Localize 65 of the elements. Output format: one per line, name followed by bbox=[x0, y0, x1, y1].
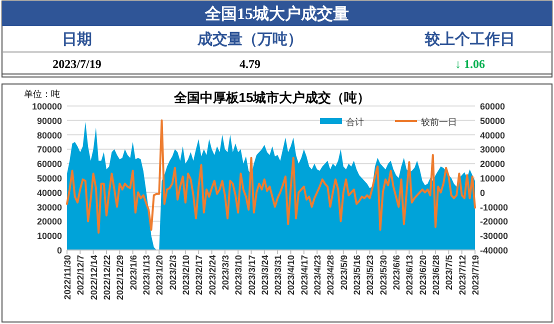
legend-label: 较前一日 bbox=[421, 117, 457, 127]
x-tick-label: 2022/12/22 bbox=[102, 255, 112, 300]
x-tick-label: 2023/7/19 bbox=[470, 255, 480, 296]
x-tick-label: 2023/3/31 bbox=[273, 255, 284, 296]
y-tick-label: 90000 bbox=[36, 116, 62, 126]
text: 日期 bbox=[62, 31, 92, 48]
x-tick-label: 2023/6/20 bbox=[418, 255, 428, 296]
x-tick-label: 2023/3/10 bbox=[234, 255, 244, 296]
text: 较上个工作日 bbox=[424, 31, 515, 48]
x-tick-label: 2023/6/13 bbox=[404, 255, 415, 296]
x-tick-label: 2023/1/6 bbox=[128, 255, 138, 290]
x-tick-label: 2023/1/13 bbox=[141, 255, 152, 296]
text: 4.79 bbox=[240, 57, 260, 71]
y2-tick-label: -20000 bbox=[480, 216, 508, 227]
x-tick-label: 2023/6/6 bbox=[392, 255, 402, 290]
y-tick-label: 60000 bbox=[36, 159, 62, 170]
y2-tick-label: -30000 bbox=[480, 231, 508, 242]
y-tick-label: 0 bbox=[56, 246, 62, 256]
y-tick-label: 70000 bbox=[36, 144, 62, 155]
x-tick-label: 2022/12/14 bbox=[88, 255, 99, 300]
x-tick-label: 2023/4/10 bbox=[286, 255, 296, 296]
y2-tick-label: 40000 bbox=[480, 130, 506, 140]
x-tick-label: 2023/5/23 bbox=[365, 255, 376, 296]
x-tick-label: 2022/11/30 bbox=[62, 255, 72, 300]
x-tick-label: 2023/6/28 bbox=[431, 255, 442, 296]
x-tick-label: 2023/3/3 bbox=[220, 255, 230, 290]
x-tick-label: 2023/4/28 bbox=[326, 255, 336, 296]
x-tick-label: 2023/7/5 bbox=[444, 255, 454, 290]
y2-tick-label: -40000 bbox=[480, 246, 508, 256]
y2-tick-label: -10000 bbox=[480, 202, 508, 212]
legend-label: 合计 bbox=[346, 117, 364, 127]
x-tick-label: 2023/3/24 bbox=[260, 255, 270, 296]
x-tick-label: 2023/2/24 bbox=[207, 255, 218, 296]
y2-tick-label: 0 bbox=[480, 188, 486, 198]
x-tick-label: 2023/1/20 bbox=[154, 255, 165, 296]
y2-tick-label: 50000 bbox=[480, 116, 506, 126]
y2-tick-label: 10000 bbox=[480, 174, 506, 184]
x-tick-label: 2023/3/17 bbox=[246, 255, 257, 296]
text: ↓ 1.06 bbox=[455, 57, 485, 71]
y-tick-label: 50000 bbox=[36, 174, 62, 184]
y-tick-label: 100000 bbox=[32, 102, 62, 112]
x-tick-label: 2023/5/9 bbox=[338, 255, 349, 290]
x-tick-label: 2022/12/7 bbox=[76, 255, 86, 296]
x-tick-label: 2023/4/17 bbox=[299, 255, 310, 296]
text: 2023/7/19 bbox=[52, 57, 102, 71]
x-tick-label: 2023/5/30 bbox=[378, 255, 388, 296]
x-tick-label: 2023/5/16 bbox=[352, 255, 362, 296]
x-tick-label: 2022/12/29 bbox=[115, 255, 126, 300]
y2-tick-label: 20000 bbox=[480, 159, 506, 170]
x-tick-label: 2023/4/23 bbox=[312, 255, 323, 296]
text: 成交量（万吨） bbox=[196, 30, 302, 48]
y-tick-label: 20000 bbox=[36, 216, 62, 227]
text: 全国15城大户成交量 bbox=[204, 4, 349, 23]
chart-title: 全国中厚板15城市大户成交（吨） bbox=[172, 90, 370, 105]
y-axis-title: 单位：吨 bbox=[24, 89, 60, 99]
y-tick-label: 40000 bbox=[36, 188, 62, 198]
y2-tick-label: 30000 bbox=[480, 144, 506, 155]
x-tick-label: 2023/7/12 bbox=[457, 255, 468, 296]
y2-tick-label: 60000 bbox=[480, 102, 506, 112]
x-tick-label: 2023/2/3 bbox=[168, 255, 178, 290]
y-tick-label: 80000 bbox=[36, 130, 62, 140]
y-tick-label: 30000 bbox=[36, 202, 62, 212]
x-tick-label: 2023/2/10 bbox=[180, 255, 191, 296]
x-tick-label: 2023/2/17 bbox=[194, 255, 204, 296]
y-tick-label: 10000 bbox=[36, 231, 62, 242]
